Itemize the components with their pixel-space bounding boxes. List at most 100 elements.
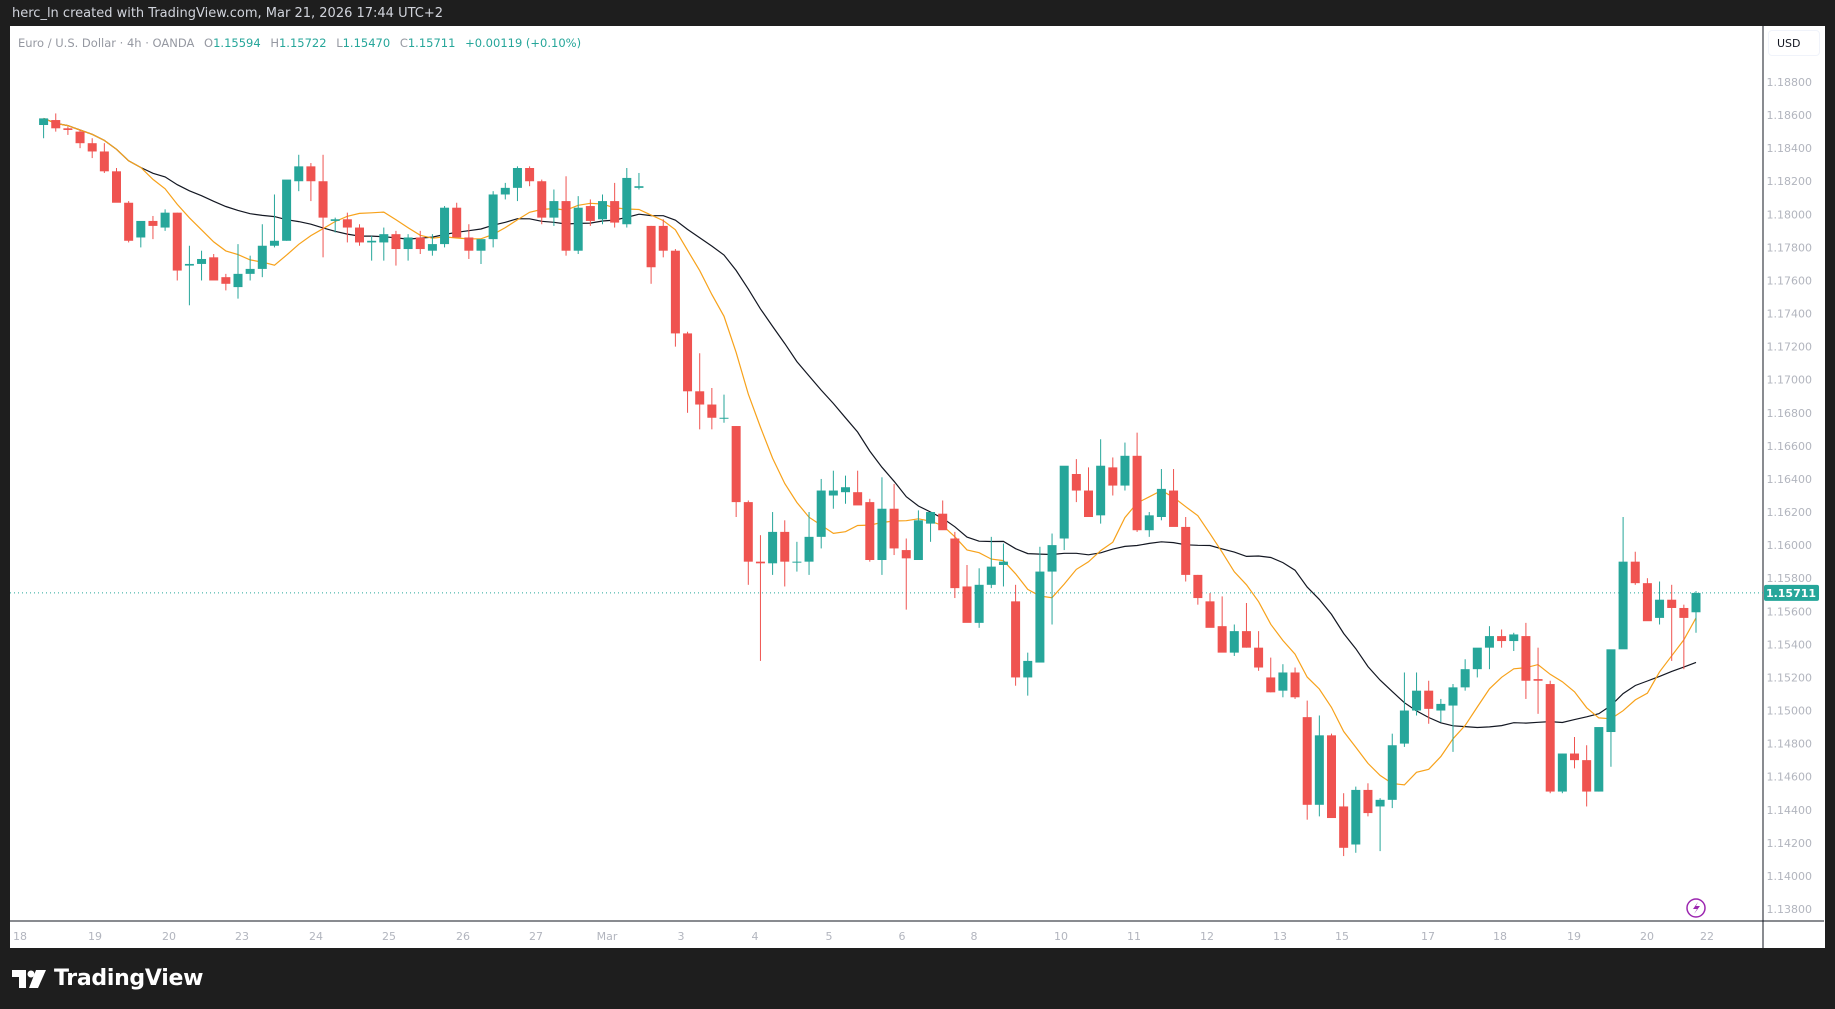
candle-body bbox=[986, 566, 996, 585]
price-tick: 1.16000 bbox=[1767, 539, 1813, 552]
candle-body bbox=[440, 207, 450, 245]
time-tick: 25 bbox=[382, 930, 396, 943]
price-tick: 1.15600 bbox=[1767, 605, 1813, 618]
candle-body bbox=[148, 220, 158, 226]
currency-button[interactable]: USD bbox=[1768, 30, 1820, 56]
candle-body bbox=[500, 187, 510, 195]
candle-body bbox=[342, 219, 352, 228]
candle-body bbox=[998, 561, 1008, 565]
time-tick: 15 bbox=[1335, 930, 1349, 943]
candle-body bbox=[269, 240, 279, 246]
candle-body bbox=[1241, 631, 1251, 648]
candle-body bbox=[245, 268, 255, 274]
candle-body bbox=[209, 257, 219, 281]
candle-body bbox=[1679, 607, 1689, 618]
candle-body bbox=[1691, 592, 1701, 613]
time-tick: 19 bbox=[1567, 930, 1581, 943]
candle-body bbox=[1375, 799, 1385, 807]
candle-body bbox=[136, 220, 146, 238]
time-tick: 27 bbox=[529, 930, 543, 943]
candle-body bbox=[561, 201, 571, 251]
candle-body bbox=[1278, 672, 1288, 691]
candle-body bbox=[1521, 636, 1531, 681]
candle-body bbox=[1472, 647, 1482, 670]
candle-body bbox=[926, 512, 936, 524]
time-tick: 8 bbox=[971, 930, 978, 943]
symbol-title[interactable]: Euro / U.S. Dollar · 4h · OANDA bbox=[18, 36, 195, 50]
candle-body bbox=[1096, 465, 1106, 516]
candle-body bbox=[1484, 636, 1494, 648]
candle-body bbox=[962, 586, 972, 623]
candle-body bbox=[658, 225, 668, 251]
candle-body bbox=[1387, 745, 1397, 800]
time-tick: 20 bbox=[1640, 930, 1654, 943]
candle-body bbox=[1266, 677, 1276, 693]
price-tick: 1.17800 bbox=[1767, 241, 1813, 254]
candle-body bbox=[1193, 574, 1203, 599]
plot-area[interactable] bbox=[10, 113, 1763, 857]
price-tick: 1.16600 bbox=[1767, 440, 1813, 453]
time-tick: 5 bbox=[826, 930, 833, 943]
candle-body bbox=[427, 244, 437, 251]
change-value: +0.00119 (+0.10%) bbox=[465, 36, 582, 50]
candle-body bbox=[1302, 717, 1312, 805]
candle-body bbox=[124, 202, 134, 241]
candle-body bbox=[512, 168, 522, 188]
candle-body bbox=[99, 151, 109, 172]
price-tick: 1.16200 bbox=[1767, 506, 1813, 519]
candle-body bbox=[367, 240, 377, 243]
candle-body bbox=[233, 273, 243, 288]
candle-body bbox=[950, 538, 960, 589]
candle-body bbox=[1314, 735, 1324, 805]
candle-body bbox=[1144, 515, 1154, 531]
candle-body bbox=[634, 186, 644, 188]
candle-body bbox=[330, 219, 340, 221]
price-tick: 1.16800 bbox=[1767, 407, 1813, 420]
candle-body bbox=[780, 531, 790, 562]
candle-body bbox=[464, 237, 474, 251]
candle-body bbox=[221, 277, 231, 284]
time-tick: 22 bbox=[1700, 930, 1714, 943]
candle-body bbox=[415, 237, 425, 250]
candle-body bbox=[63, 128, 73, 130]
price-tick: 1.13800 bbox=[1767, 903, 1813, 916]
candle-body bbox=[731, 426, 741, 503]
candle-body bbox=[743, 502, 753, 562]
candle-body bbox=[1254, 647, 1264, 668]
candle-body bbox=[683, 333, 693, 392]
candle-body bbox=[257, 245, 267, 269]
price-tick: 1.15200 bbox=[1767, 671, 1813, 684]
candle-body bbox=[1545, 684, 1555, 792]
candle-body bbox=[1011, 601, 1021, 678]
candle-body bbox=[1667, 599, 1677, 608]
candle-body bbox=[877, 508, 887, 561]
lightning-icon-glyph bbox=[1693, 902, 1700, 914]
candle-body bbox=[1035, 571, 1045, 663]
price-tick: 1.18800 bbox=[1767, 76, 1813, 89]
candle-body bbox=[1509, 634, 1519, 642]
tradingview-logo: TradingView bbox=[12, 966, 203, 991]
candle-body bbox=[488, 194, 498, 240]
candle-body bbox=[974, 584, 984, 623]
candle-body bbox=[1363, 789, 1373, 814]
candle-body bbox=[889, 508, 899, 549]
candle-body bbox=[1630, 561, 1640, 584]
candle-body bbox=[1460, 669, 1470, 688]
candle-body bbox=[853, 492, 863, 506]
price-tick: 1.14600 bbox=[1767, 771, 1813, 784]
time-tick: 12 bbox=[1200, 930, 1214, 943]
candle-body bbox=[610, 201, 620, 223]
price-tick: 1.14400 bbox=[1767, 804, 1813, 817]
candle-body bbox=[792, 561, 802, 563]
low-label: L bbox=[336, 36, 343, 50]
time-tick: 18 bbox=[1493, 930, 1507, 943]
time-tick: 26 bbox=[456, 930, 470, 943]
high-value: 1.15722 bbox=[278, 36, 327, 50]
low-value: 1.15470 bbox=[342, 36, 391, 50]
candle-body bbox=[1582, 760, 1592, 792]
candle-body bbox=[1570, 753, 1579, 761]
candle-body bbox=[1424, 690, 1434, 709]
candle-body bbox=[816, 490, 826, 537]
price-tick: 1.17000 bbox=[1767, 374, 1813, 387]
